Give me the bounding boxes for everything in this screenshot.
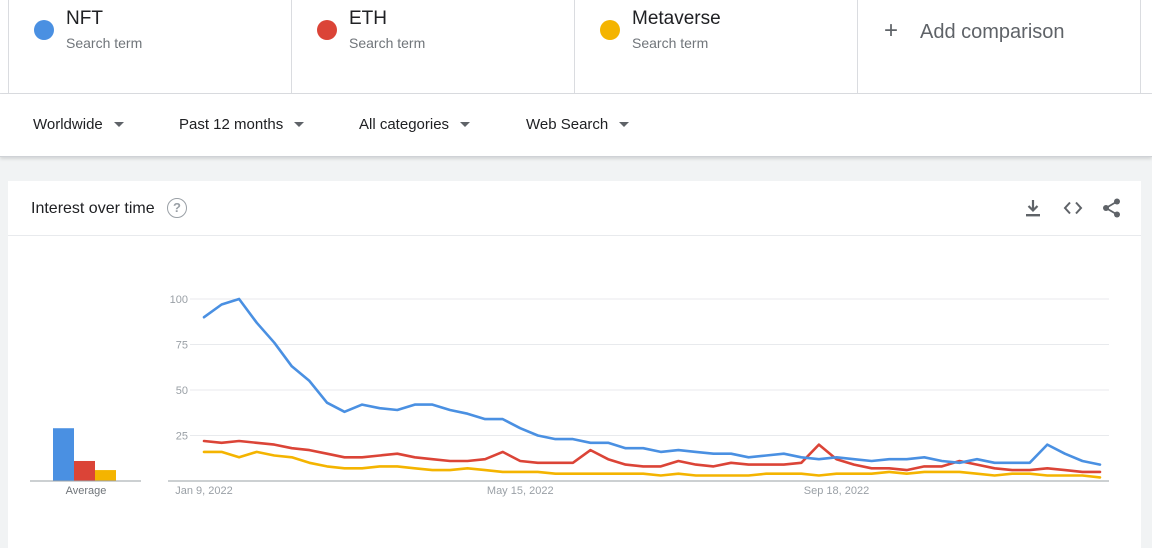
- add-comparison-button[interactable]: + Add comparison: [857, 0, 1141, 93]
- help-icon[interactable]: ?: [167, 198, 187, 218]
- term-name: NFT: [66, 8, 103, 29]
- embed-icon[interactable]: [1062, 197, 1084, 219]
- download-icon[interactable]: [1023, 197, 1043, 219]
- search-term-nft[interactable]: NFT Search term: [8, 0, 291, 93]
- category-label: All categories: [359, 116, 450, 133]
- y-tick-label: 75: [176, 340, 188, 352]
- card-header: Interest over time ?: [8, 181, 1141, 236]
- average-label: Average: [66, 485, 107, 497]
- time-range-dropdown[interactable]: Past 12 months: [179, 116, 305, 133]
- term-name: ETH: [349, 8, 387, 29]
- search-type-dropdown[interactable]: Web Search: [526, 116, 630, 133]
- search-term-metaverse[interactable]: Metaverse Search term: [574, 0, 857, 93]
- average-bar-metaverse: [95, 470, 116, 481]
- caret-down-icon: [113, 122, 124, 127]
- filter-bar: Worldwide Past 12 months All categories …: [0, 94, 1152, 157]
- y-tick-label: 100: [170, 294, 188, 306]
- y-tick-label: 50: [176, 385, 188, 397]
- search-term-eth[interactable]: ETH Search term: [291, 0, 574, 93]
- y-tick-label: 25: [176, 431, 188, 443]
- series-line-eth: [202, 439, 1102, 474]
- x-tick-label: Sep 18, 2022: [804, 485, 869, 497]
- series-line-metaverse: [202, 450, 1102, 479]
- x-tick-label: May 15, 2022: [487, 485, 554, 497]
- region-label: Worldwide: [33, 116, 103, 133]
- average-bar-eth: [74, 460, 95, 481]
- series-line-nft: [202, 297, 1102, 466]
- caret-down-icon: [460, 122, 471, 127]
- term-type: Search term: [632, 35, 709, 51]
- series-color-dot: [34, 20, 54, 40]
- comparison-bar: NFT Search term ETH Search term Metavers…: [0, 0, 1152, 94]
- term-name: Metaverse: [632, 8, 721, 29]
- card-title: Interest over time: [31, 200, 155, 217]
- region-dropdown[interactable]: Worldwide: [33, 116, 124, 133]
- average-bar-nft: [53, 428, 74, 481]
- caret-down-icon: [294, 122, 305, 127]
- category-dropdown[interactable]: All categories: [359, 116, 471, 133]
- interest-over-time-card: Interest over time ? 25 50 75 100 Jan 9, 202…: [8, 181, 1141, 548]
- x-tick-label: Jan 9, 2022: [175, 485, 233, 497]
- term-type: Search term: [66, 35, 143, 51]
- interest-chart: 25 50 75 100 Jan 9, 2022 May 15, 2022 Sep 18, …: [30, 294, 1109, 497]
- series-color-dot: [317, 20, 337, 40]
- plus-icon: +: [884, 17, 899, 44]
- add-comparison-label: Add comparison: [920, 21, 1065, 43]
- share-icon[interactable]: [1101, 197, 1123, 219]
- caret-down-icon: [619, 122, 630, 127]
- term-type: Search term: [349, 35, 426, 51]
- time-range-label: Past 12 months: [179, 116, 284, 133]
- series-color-dot: [600, 20, 620, 40]
- search-type-label: Web Search: [526, 116, 609, 133]
